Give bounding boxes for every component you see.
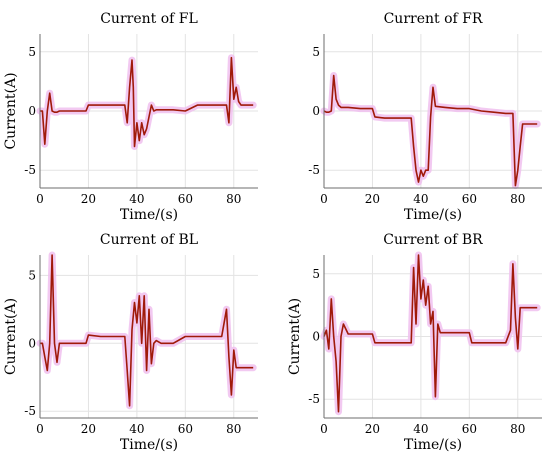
x-axis-label: Time/(s) (120, 207, 178, 223)
x-tick-label: 0 (320, 192, 328, 206)
y-tick-label: -5 (308, 392, 320, 406)
chart-title: Current of FR (384, 11, 483, 27)
x-tick-label: 20 (81, 192, 96, 206)
x-tick-label: 20 (81, 422, 96, 436)
y-tick-label: 5 (312, 45, 320, 59)
series-line (323, 74, 538, 187)
y-axis-label: Current(A) (287, 298, 303, 375)
chart-title: Current of FL (100, 11, 198, 27)
x-tick-label: 60 (462, 422, 477, 436)
series-line (323, 254, 538, 413)
x-tick-label: 40 (413, 192, 428, 206)
x-tick-label: 20 (365, 422, 380, 436)
x-tick-label: 40 (413, 422, 428, 436)
x-axis-label: Time/(s) (120, 437, 178, 453)
series-line (40, 56, 254, 148)
x-tick-label: 0 (36, 422, 44, 436)
x-tick-label: 40 (129, 422, 144, 436)
x-tick-label: 0 (320, 422, 328, 436)
x-axis-label: Time/(s) (404, 207, 462, 223)
y-axis-label: Current(A) (3, 298, 19, 375)
x-tick-label: 60 (178, 422, 193, 436)
y-axis-label: Current(A) (3, 72, 19, 149)
chart-title: Current of BR (383, 232, 483, 248)
x-axis-label: Time/(s) (404, 437, 462, 453)
chart-title: Current of BL (100, 232, 198, 248)
x-tick-label: 60 (462, 192, 477, 206)
y-tick-label: -5 (24, 163, 36, 177)
y-tick-label: 5 (28, 268, 36, 282)
x-tick-label: 0 (36, 192, 44, 206)
current-of-fl-chart: 0 20 40 60 80 -5 0 5 Current of FL Time/(s) Curren… (3, 11, 258, 223)
x-tick-label: 80 (510, 422, 525, 436)
x-tick-label: 80 (510, 192, 525, 206)
y-tick-label: -5 (24, 404, 36, 418)
x-tick-label: 60 (178, 192, 193, 206)
series-line (40, 254, 254, 407)
series-band (36, 251, 257, 410)
x-tick-label: 40 (129, 192, 144, 206)
current-of-fr-chart: 0 20 40 60 80 -5 0 5 Current of FR Time/(s) (308, 11, 542, 223)
y-tick-label: 5 (312, 267, 320, 281)
y-tick-label: 0 (312, 330, 320, 344)
y-tick-label: 0 (28, 104, 36, 118)
x-tick-label: 20 (365, 192, 380, 206)
x-tick-label: 80 (226, 192, 241, 206)
current-of-br-chart: 0 20 40 60 80 -5 0 5 Current of BR Time/(s) Curren… (287, 232, 542, 453)
series-band (36, 54, 257, 150)
y-tick-label: 0 (312, 104, 320, 118)
y-tick-label: -5 (308, 163, 320, 177)
y-tick-label: 0 (28, 336, 36, 350)
y-tick-label: 5 (28, 45, 36, 59)
x-tick-label: 80 (226, 422, 241, 436)
